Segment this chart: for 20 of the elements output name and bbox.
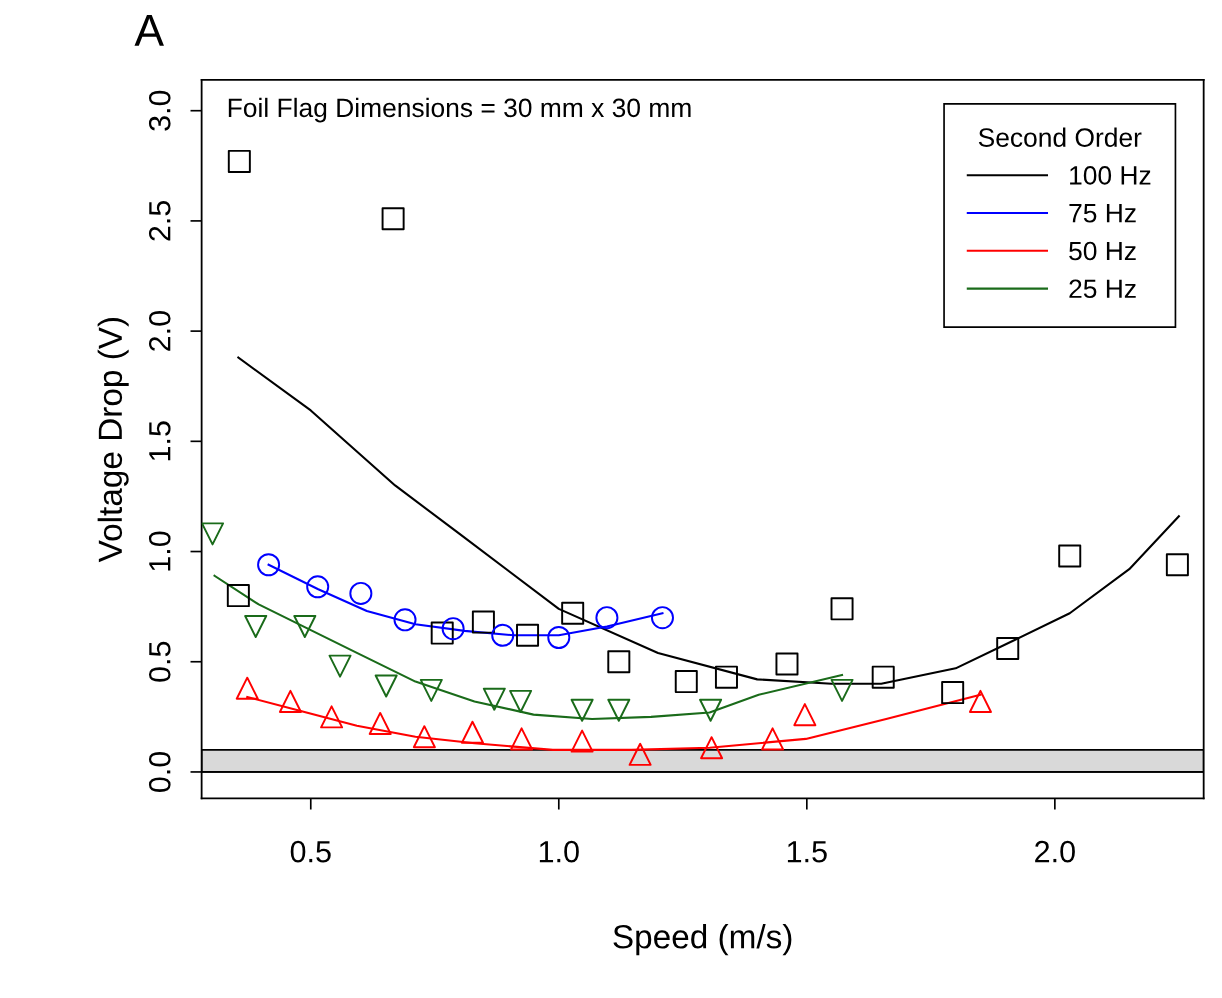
x-axis-title: Speed (m/s) bbox=[613, 924, 792, 956]
y-tick-label: 0.0 bbox=[148, 751, 171, 792]
x-tick-label: 2.0 bbox=[1035, 840, 1075, 863]
y-tick-label: 1.0 bbox=[148, 531, 171, 571]
y-tick-label: 2.5 bbox=[148, 200, 171, 241]
y-tick-label: 1.5 bbox=[149, 421, 171, 461]
legend-label: 75 Hz bbox=[1069, 204, 1136, 223]
y-tick-label: 2.0 bbox=[148, 311, 171, 351]
y-tick-label: 3.0 bbox=[148, 90, 171, 131]
legend-label: 25 Hz bbox=[1069, 279, 1136, 299]
annotation: Foil Flag Dimensions = 30 mm x 30 mm bbox=[228, 97, 691, 123]
x-tick-label: 1.0 bbox=[539, 840, 579, 863]
x-tick-label: 0.5 bbox=[290, 840, 331, 863]
y-axis-title: Voltage Drop (V) bbox=[97, 317, 129, 563]
legend-label: 100 Hz bbox=[1070, 166, 1151, 185]
legend-label: 50 Hz bbox=[1069, 241, 1136, 261]
y-tick-label: 0.5 bbox=[148, 641, 171, 682]
chart-title: A bbox=[134, 15, 164, 46]
legend-title: Second Order bbox=[978, 127, 1142, 147]
x-tick-label: 1.5 bbox=[787, 841, 827, 863]
